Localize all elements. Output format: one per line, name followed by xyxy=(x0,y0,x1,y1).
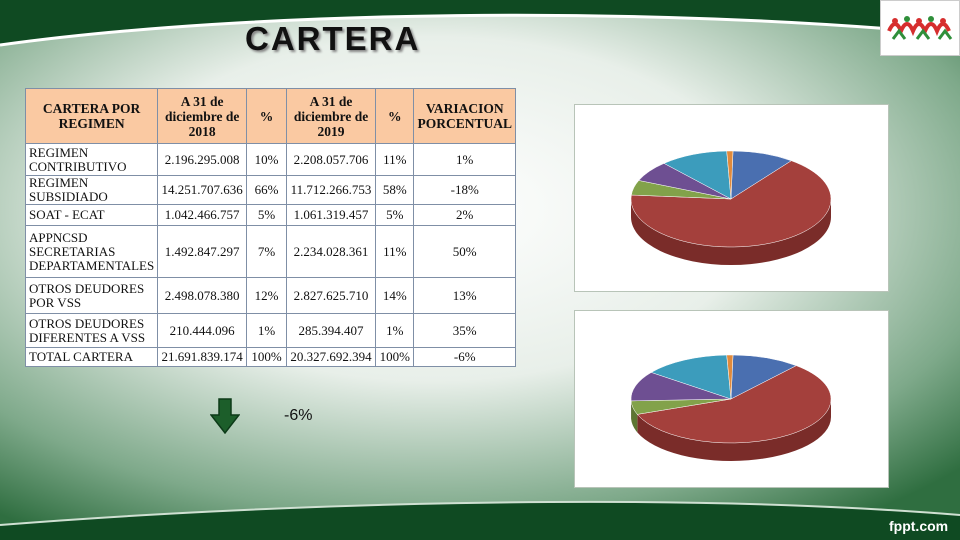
percent-2018: 7% xyxy=(246,225,287,278)
variation: 35% xyxy=(413,313,516,348)
pie-slice-secretarias-departamentales xyxy=(630,372,732,402)
table-row: SOAT - ECAT 1.042.466.757 5% 1.061.319.4… xyxy=(24,204,516,226)
pie-2018-svg: REGIMENCONTRIBUTIVO10%REGIMENSUBSIDIADO6… xyxy=(630,150,832,265)
variation: -18% xyxy=(413,175,516,205)
header-cell: A 31 de diciembre de 2018 xyxy=(157,88,248,144)
pie-chart-2019: REGIMENCONTRIBUTIVO11%REGIMENSUBSIDIADO5… xyxy=(574,310,889,488)
row-label: REGIMEN SUBSIDIADO xyxy=(24,175,159,205)
percent-2018: 12% xyxy=(246,277,287,314)
table-row: REGIMEN CONTRIBUTIVO 2.196.295.008 10% 2… xyxy=(24,143,516,176)
pie-chart-2018: REGIMENCONTRIBUTIVO10%REGIMENSUBSIDIADO6… xyxy=(574,104,889,292)
value-2018: 21.691.839.174 xyxy=(157,347,248,367)
value-2019: 2.234.028.361 xyxy=(285,225,377,278)
table-row: REGIMEN SUBSIDIADO 14.251.707.636 66% 11… xyxy=(24,175,516,205)
value-2018: 1.042.466.757 xyxy=(157,204,248,226)
value-2018: 1.492.847.297 xyxy=(157,225,248,278)
pie-slice-regimen-subsidiado xyxy=(630,160,832,248)
header-cell: VARIACION PORCENTUAL xyxy=(413,88,516,144)
header-cell: A 31 de diciembre de 2019 xyxy=(285,88,377,144)
percent-2019: 58% xyxy=(375,175,415,205)
table-row: APPNCSD SECRETARIAS DEPARTAMENTALES 1.49… xyxy=(24,225,516,278)
pie-slice-otros-deudores-por-vss xyxy=(650,354,732,400)
percent-2019: 1% xyxy=(375,313,415,348)
percent-2019: 11% xyxy=(375,143,415,176)
header-cell: % xyxy=(246,88,287,144)
variation: 50% xyxy=(413,225,516,278)
row-label: REGIMEN CONTRIBUTIVO xyxy=(24,143,159,176)
percent-2018: 10% xyxy=(246,143,287,176)
percent-2019: 100% xyxy=(375,347,415,367)
value-2019: 1.061.319.457 xyxy=(285,204,377,226)
pie-slice-side-soat-ecat xyxy=(631,400,638,433)
value-2018: 14.251.707.636 xyxy=(157,175,248,205)
table-row: OTROS DEUDORES POR VSS 2.498.078.380 12%… xyxy=(24,277,516,314)
value-2018: 210.444.096 xyxy=(157,313,248,348)
percent-2019: 11% xyxy=(375,225,415,278)
pie-slice-otros-deudores-diferentes-a-vss xyxy=(726,354,734,400)
percent-2018: 1% xyxy=(246,313,287,348)
percent-2018: 66% xyxy=(246,175,287,205)
value-2019: 11.712.266.753 xyxy=(285,175,377,205)
percent-2018: 5% xyxy=(246,204,287,226)
pie-slice-side-regimen-subsidiado xyxy=(637,399,831,462)
variation: 1% xyxy=(413,143,516,176)
header-cell: CARTERA POR REGIMEN xyxy=(24,88,159,144)
percent-2018: 100% xyxy=(246,347,287,367)
table-row: OTROS DEUDORES DIFERENTES A VSS 210.444.… xyxy=(24,313,516,348)
pie-slice-otros-deudores-diferentes-a-vss xyxy=(726,150,734,200)
total-change-label: -6% xyxy=(284,407,313,424)
variation: -6% xyxy=(413,347,516,367)
table-header-row: CARTERA POR REGIMEN A 31 de diciembre de… xyxy=(24,88,516,144)
down-arrow-icon xyxy=(210,398,240,434)
header-cell: % xyxy=(375,88,415,144)
row-label: TOTAL CARTERA xyxy=(24,347,159,367)
value-2018: 2.196.295.008 xyxy=(157,143,248,176)
percent-2019: 5% xyxy=(375,204,415,226)
logo xyxy=(880,0,960,56)
pie-slice-side-regimen-subsidiado xyxy=(631,199,831,265)
footer-brand: fppt.com xyxy=(889,518,949,534)
cartera-table: CARTERA POR REGIMEN A 31 de diciembre de… xyxy=(24,88,516,367)
percent-2019: 14% xyxy=(375,277,415,314)
value-2019: 285.394.407 xyxy=(285,313,377,348)
pie-2019-svg: REGIMENCONTRIBUTIVO11%REGIMENSUBSIDIADO5… xyxy=(630,354,832,462)
value-2019: 2.208.057.706 xyxy=(285,143,377,176)
page-title: CARTERA xyxy=(245,20,421,57)
variation: 2% xyxy=(413,204,516,226)
table-total-row: TOTAL CARTERA 21.691.839.174 100% 20.327… xyxy=(24,347,516,367)
row-label: APPNCSD SECRETARIAS DEPARTAMENTALES xyxy=(24,225,159,278)
row-label: OTROS DEUDORES DIFERENTES A VSS xyxy=(24,313,159,348)
pie-slice-regimen-subsidiado xyxy=(636,365,832,444)
variation: 13% xyxy=(413,277,516,314)
value-2019: 2.827.625.710 xyxy=(285,277,377,314)
row-label: OTROS DEUDORES POR VSS xyxy=(24,277,159,314)
value-2019: 20.327.692.394 xyxy=(285,347,377,367)
value-2018: 2.498.078.380 xyxy=(157,277,248,314)
row-label: SOAT - ECAT xyxy=(24,204,159,226)
logo-people-icon xyxy=(887,16,953,40)
pie-slice-regimen-contributivo xyxy=(730,354,797,400)
pie-slice-otros-deudores-por-vss xyxy=(663,150,732,200)
